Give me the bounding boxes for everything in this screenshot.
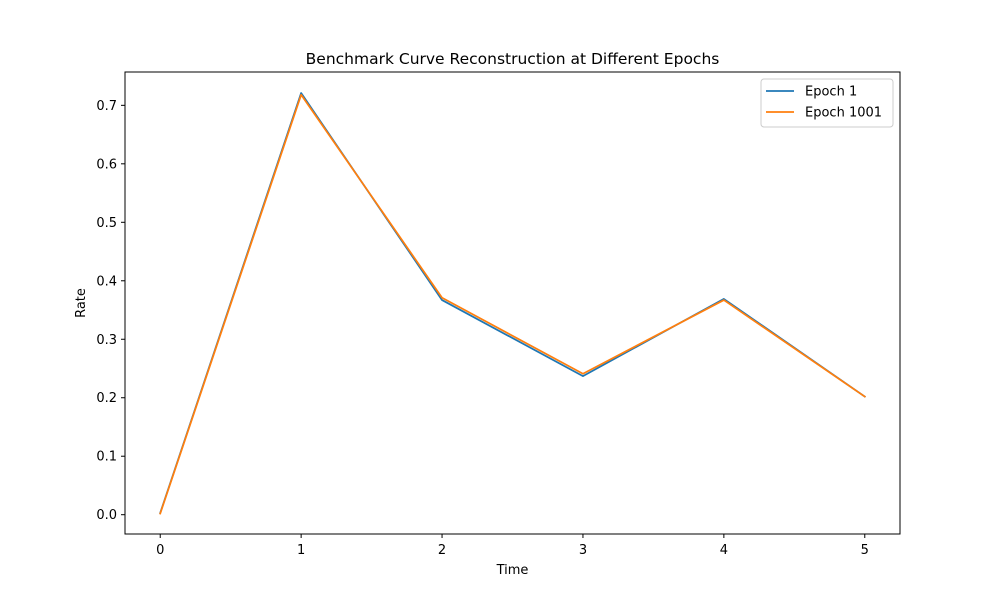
chart-title: Benchmark Curve Reconstruction at Differ… [306,50,720,68]
plot-frame [124,71,901,535]
x-tick-label: 0 [156,543,164,558]
x-axis-label: Time [496,563,529,578]
legend-label: Epoch 1 [805,85,857,100]
y-tick-label: 0.0 [96,508,117,523]
legend: Epoch 1 Epoch 1001 [760,78,894,128]
y-tick-label: 0.7 [96,99,117,114]
x-tick-label: 3 [579,543,587,558]
y-tick-label: 0.2 [96,391,117,406]
y-tick-label: 0.1 [96,450,117,465]
x-tick-label: 1 [297,543,305,558]
y-tick-label: 0.6 [96,157,117,172]
y-axis-label: Rate [74,288,89,318]
legend-label: Epoch 1001 [805,106,882,121]
series-line-2 [159,93,866,515]
x-axis-ticks: 0 1 2 3 4 5 [156,534,869,558]
y-axis-ticks: 0.0 0.1 0.2 0.3 0.4 0.5 0.6 0.7 [96,99,125,523]
y-tick-label: 0.3 [96,333,117,348]
series-lines [159,92,866,515]
y-tick-label: 0.5 [96,216,117,231]
x-tick-label: 5 [861,543,869,558]
x-tick-label: 4 [720,543,728,558]
y-tick-label: 0.4 [96,274,117,289]
x-tick-label: 2 [438,543,446,558]
